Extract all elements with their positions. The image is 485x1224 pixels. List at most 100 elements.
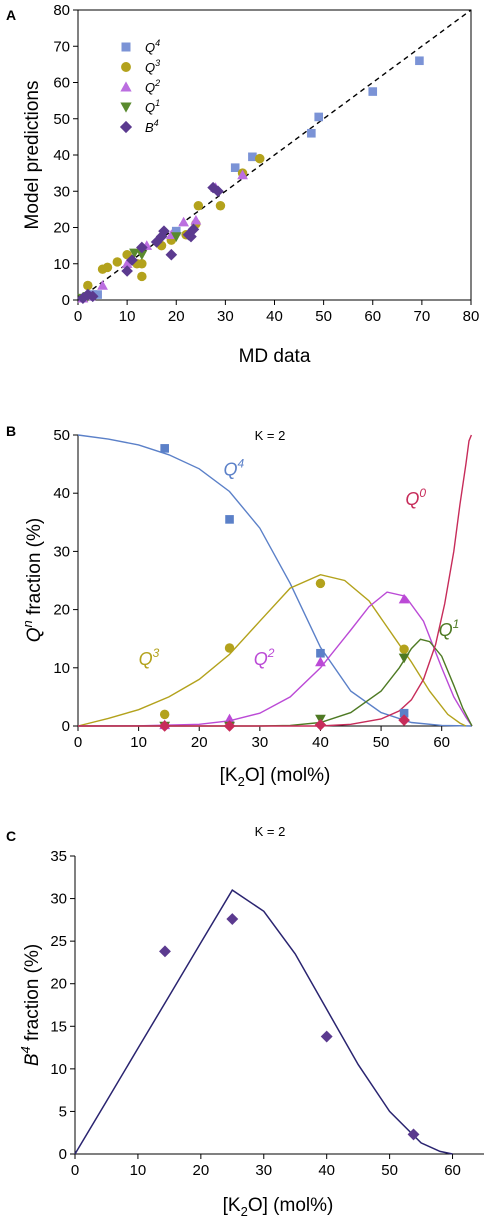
panel-a-legend-marker-q3: [121, 62, 131, 72]
panel-a-point-b4: [165, 248, 178, 261]
panel-b-point-q4: [316, 648, 325, 658]
panel-a-point-q2: [190, 214, 202, 225]
panel-a-x-tick-label: 40: [266, 308, 283, 325]
panel-a-point-q4: [230, 163, 240, 172]
panel-a-point-q4: [415, 56, 424, 66]
panel-b-x-tick-label: 30: [252, 734, 269, 751]
panel-b-point-q0: [398, 714, 410, 726]
panel-a-point-q2: [121, 258, 133, 269]
panel-a-y-tick-label: 60: [53, 75, 70, 92]
panel-a-x-axis-label: MD data: [239, 346, 311, 367]
panel-b-curve-q2: [77, 591, 473, 727]
panel-b-curve-q3: [77, 573, 467, 727]
panel-c-y-tick-label: 25: [50, 933, 67, 950]
panel-a-point-q4: [314, 112, 324, 122]
panel-b-series-label-q0: Q0: [405, 486, 426, 509]
panel-a-point-q3: [193, 201, 204, 211]
panel-a-legend-label-q3: Q3: [145, 58, 160, 75]
panel-a-legend-label-b4: B4: [145, 118, 159, 135]
panel-a-point-b4: [77, 292, 89, 304]
panel-b-point-q3: [399, 644, 409, 654]
panel-c-x-tick-label: 10: [130, 1162, 147, 1179]
panel-a-point-q4: [93, 290, 102, 299]
panel-b-y-tick-label: 40: [53, 485, 70, 502]
panel-b-curve-q1: [78, 638, 473, 727]
panel-b-y-tick-label: 20: [53, 602, 70, 619]
panel-c-y-tick-label: 0: [59, 1146, 67, 1163]
panel-b-point-q4: [160, 444, 169, 453]
panel-a-point-q4: [307, 128, 316, 138]
panel-a-point-q3: [112, 257, 123, 267]
panel-c-point-b4: [159, 945, 171, 958]
panel-c-chart: K = 2 0 10 20 30 40 50 60 0 5 10 15 20 25 30 35 [K2O] …: [18, 824, 484, 1219]
panel-a-point-b4: [212, 185, 224, 198]
panel-a-legend-marker-q2: [120, 81, 132, 92]
panel-a-point-q3: [137, 259, 147, 269]
panel-a-chart: MD data Model predictions 0 10 20 30 40 50 60 7…: [22, 2, 479, 367]
panel-b-x-tick-label: 50: [373, 734, 390, 751]
panel-a-point-q3: [102, 262, 113, 273]
panel-letter-c: C: [6, 828, 16, 844]
panel-c-y-tick-label: 5: [59, 1103, 67, 1120]
panel-c-point-b4: [407, 1128, 420, 1141]
panel-a-point-b4: [126, 254, 138, 266]
panel-b-chart: K = 2 0 10 20 30 40 50 60 0 10 20 30 40 50 Q4 Q3 Q2 Q1 Q…: [20, 427, 473, 789]
panel-c-title: K = 2: [255, 824, 286, 839]
panel-b-point-q4: [225, 515, 234, 524]
panel-a-y-tick-label: 30: [53, 183, 70, 200]
panel-b-series-label-q1: Q1: [439, 617, 460, 640]
panel-c-x-tick-label: 30: [255, 1162, 272, 1179]
panel-a-legend-label-q2: Q2: [145, 78, 160, 95]
panel-a-point-b4: [187, 223, 200, 236]
panel-b-point-q3: [159, 709, 170, 720]
panel-a-point-q2: [97, 280, 108, 290]
panel-a-y-tick-label: 0: [62, 292, 70, 309]
panel-a-legend-marker-q4: [121, 42, 131, 52]
panel-b-point-q2: [398, 593, 410, 604]
panel-c-x-tick-label: 20: [193, 1162, 210, 1179]
panel-b-series-label-q4: Q4: [223, 457, 244, 480]
panel-c-y-tick-label: 35: [50, 848, 67, 865]
panel-a-legend-label-q1: Q1: [145, 98, 160, 115]
panel-b-series-label-q3: Q3: [139, 646, 160, 669]
panel-letter-b: B: [6, 423, 16, 439]
panel-a-point-q2: [178, 216, 189, 227]
panel-b-y-tick-label: 30: [53, 543, 70, 560]
panel-b-point-q1: [398, 653, 410, 664]
panel-b-y-tick-label: 50: [53, 427, 70, 444]
panel-a-x-tick-label: 0: [74, 308, 82, 325]
panel-b-point-q2: [315, 656, 326, 667]
panel-b-point-q0: [223, 720, 236, 732]
panel-a-point-q4: [171, 226, 181, 236]
panel-a-y-tick-label: 80: [53, 2, 70, 19]
panel-c-y-tick-label: 15: [50, 1018, 67, 1035]
panel-a-point-q3: [215, 201, 226, 211]
panel-letter-a: A: [6, 7, 16, 23]
panel-b-x-axis-label: [K2O] (mol%): [220, 765, 331, 789]
panel-a-point-q4: [368, 87, 378, 96]
panel-a-point-q2: [237, 169, 248, 180]
panel-b-x-tick-label: 0: [74, 734, 82, 751]
panel-b-curve-q0: [78, 434, 473, 727]
panel-a-legend-marker-q1: [120, 102, 132, 113]
panel-a-legend: Q4 Q3 Q2 Q1 B4: [119, 38, 160, 135]
panel-b-point-q2: [224, 713, 235, 724]
panel-a-x-tick-label: 80: [463, 308, 480, 325]
panel-c-y-tick-label: 30: [50, 891, 67, 908]
panel-b-x-tick-label: 60: [433, 734, 450, 751]
panel-a-x-tick-label: 60: [364, 308, 381, 325]
panel-b-point-q0: [158, 720, 171, 732]
panel-a-y-tick-label: 50: [53, 111, 70, 128]
panel-a-y-tick-label: 10: [53, 256, 70, 273]
panel-c-x-tick-label: 60: [444, 1162, 461, 1179]
panel-b-x-tick-label: 20: [191, 734, 208, 751]
panel-a-y-tick-label: 20: [53, 220, 70, 237]
panel-c-point-b4: [320, 1030, 333, 1043]
panel-c-y-tick-label: 20: [50, 976, 67, 993]
panel-a-x-tick-label: 70: [414, 308, 431, 325]
panel-a-x-tick-label: 10: [119, 308, 136, 325]
panel-b-y-tick-label: 10: [53, 660, 70, 677]
panel-b-y-axis-label: Qn fraction (%): [20, 518, 45, 642]
panel-a-x-tick-label: 20: [168, 308, 185, 325]
panel-a-point-b4: [86, 290, 99, 303]
